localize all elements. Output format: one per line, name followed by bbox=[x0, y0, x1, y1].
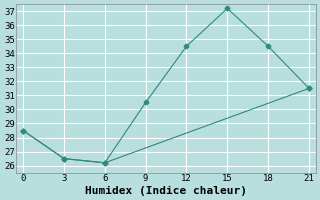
X-axis label: Humidex (Indice chaleur): Humidex (Indice chaleur) bbox=[85, 186, 247, 196]
